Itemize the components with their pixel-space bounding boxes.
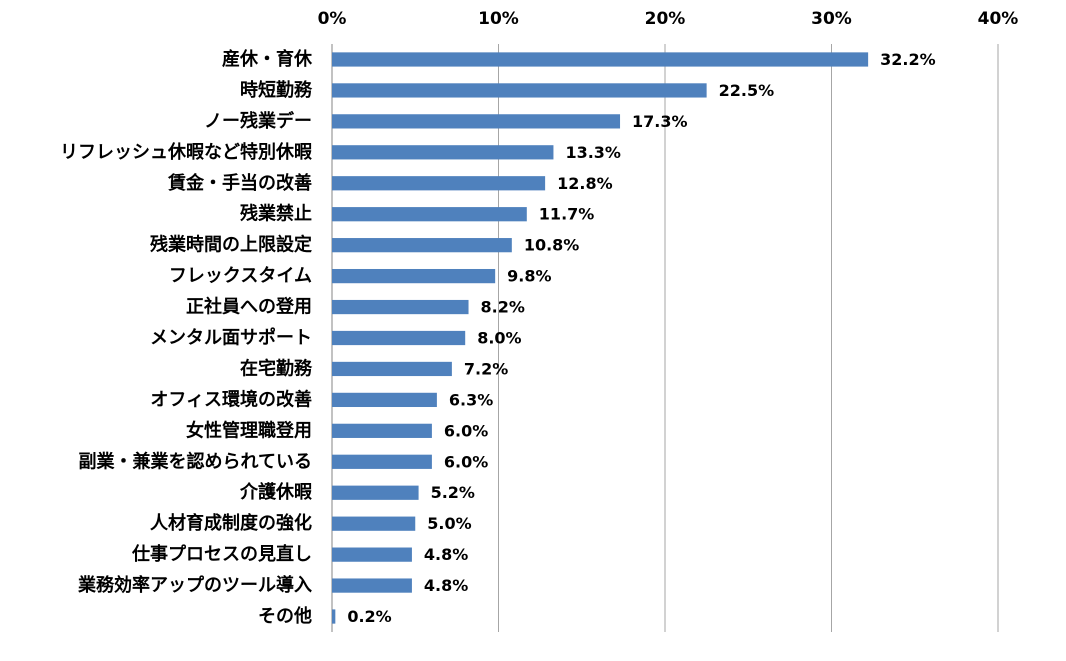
bar bbox=[332, 454, 432, 469]
gridlines bbox=[498, 44, 999, 632]
data-label: 13.3% bbox=[565, 143, 621, 162]
data-label: 5.2% bbox=[431, 483, 475, 502]
bar bbox=[332, 485, 419, 500]
data-label: 6.0% bbox=[444, 452, 488, 471]
data-label: 11.7% bbox=[539, 205, 595, 224]
bar bbox=[332, 516, 416, 531]
data-label: 4.8% bbox=[424, 545, 468, 564]
category-label: 女性管理職登用 bbox=[186, 419, 312, 441]
bar bbox=[332, 207, 527, 222]
bar bbox=[332, 145, 554, 160]
category-label: 在宅勤務 bbox=[240, 357, 313, 379]
data-label: 8.0% bbox=[477, 329, 521, 348]
x-tick-label: 40% bbox=[978, 9, 1019, 29]
x-tick-label: 0% bbox=[318, 9, 347, 29]
data-label: 8.2% bbox=[481, 298, 525, 317]
bar bbox=[332, 114, 621, 129]
bar bbox=[332, 330, 466, 346]
data-label: 0.2% bbox=[347, 607, 391, 626]
category-label: オフィス環境の改善 bbox=[150, 388, 312, 410]
bar bbox=[332, 361, 452, 377]
x-axis-ticks: 0% 10% 20% 30% 40% bbox=[318, 9, 1019, 29]
data-label: 17.3% bbox=[632, 112, 688, 131]
category-label: 仕事プロセスの見直し bbox=[131, 543, 312, 565]
bar bbox=[332, 609, 336, 624]
bar bbox=[332, 83, 707, 98]
category-label: リフレッシュ休暇など特別休暇 bbox=[60, 141, 312, 163]
category-label: メンタル面サポート bbox=[150, 327, 312, 349]
category-label: 残業禁止 bbox=[240, 203, 312, 225]
category-label: その他 bbox=[258, 605, 312, 627]
x-tick-label: 10% bbox=[478, 9, 519, 29]
data-label: 6.3% bbox=[449, 390, 493, 409]
bar bbox=[332, 238, 512, 253]
x-tick-label: 20% bbox=[645, 9, 686, 29]
data-label: 32.2% bbox=[880, 50, 936, 69]
bar bbox=[332, 392, 437, 408]
data-label: 7.2% bbox=[464, 359, 508, 378]
category-label: 時短勤務 bbox=[240, 79, 313, 101]
category-label: 残業時間の上限設定 bbox=[150, 234, 312, 256]
category-label: フレックスタイム bbox=[169, 266, 312, 287]
bar bbox=[332, 547, 412, 562]
category-label: 業務効率アップのツール導入 bbox=[77, 574, 312, 596]
data-label: 12.8% bbox=[557, 174, 613, 193]
category-label: 介護休暇 bbox=[239, 481, 312, 503]
bar bbox=[332, 176, 546, 191]
x-tick-label: 30% bbox=[811, 9, 852, 29]
bar bbox=[332, 268, 496, 284]
bar bbox=[332, 299, 469, 315]
data-label: 22.5% bbox=[719, 81, 775, 100]
category-label: 正社員への登用 bbox=[186, 296, 312, 318]
category-label: 産休・育休 bbox=[222, 48, 313, 70]
data-label: 9.8% bbox=[507, 267, 551, 286]
data-label: 6.0% bbox=[444, 421, 488, 440]
category-label: ノー残業デー bbox=[204, 110, 312, 132]
category-labels: 産休・育休時短勤務ノー残業デーリフレッシュ休暇など特別休暇賃金・手当の改善残業禁… bbox=[60, 48, 313, 627]
category-label: 副業・兼業を認められている bbox=[79, 450, 312, 472]
category-label: 賃金・手当の改善 bbox=[167, 172, 312, 194]
value-labels: 32.2% 22.5% 17.3% 13.3% 12.8% 11.7% 10.8% 9.8% 8… bbox=[347, 50, 935, 626]
data-label: 10.8% bbox=[524, 236, 580, 255]
data-label: 4.8% bbox=[424, 576, 468, 595]
bars bbox=[332, 52, 869, 624]
bar bbox=[332, 423, 432, 438]
data-label: 5.0% bbox=[427, 514, 471, 533]
bar bbox=[332, 578, 412, 593]
category-label: 人材育成制度の強化 bbox=[150, 512, 312, 534]
bar bbox=[332, 52, 869, 67]
